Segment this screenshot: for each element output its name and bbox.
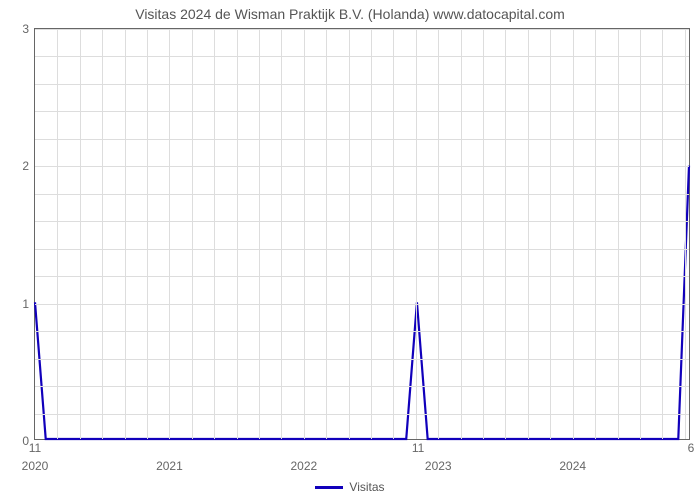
grid-line-v-minor bbox=[618, 29, 619, 439]
grid-line-v-minor bbox=[416, 29, 417, 439]
plot-area: 01232020202120222023202411116 bbox=[34, 28, 690, 440]
grid-line-v-minor bbox=[102, 29, 103, 439]
legend-label: Visitas bbox=[349, 480, 384, 494]
line-series bbox=[35, 29, 689, 439]
x-extra-label: 11 bbox=[29, 439, 41, 455]
grid-line-v bbox=[169, 29, 170, 439]
grid-line-v-minor bbox=[483, 29, 484, 439]
grid-line-v-minor bbox=[349, 29, 350, 439]
grid-line-v-minor bbox=[505, 29, 506, 439]
grid-line-h-minor bbox=[35, 249, 689, 250]
grid-line-h bbox=[35, 304, 689, 305]
grid-line-h-minor bbox=[35, 331, 689, 332]
grid-line-h-minor bbox=[35, 386, 689, 387]
grid-line-v bbox=[304, 29, 305, 439]
chart-title: Visitas 2024 de Wisman Praktijk B.V. (Ho… bbox=[0, 6, 700, 22]
grid-line-v-minor bbox=[371, 29, 372, 439]
grid-line-v bbox=[438, 29, 439, 439]
grid-line-v-minor bbox=[125, 29, 126, 439]
grid-line-h-minor bbox=[35, 84, 689, 85]
legend-swatch bbox=[315, 486, 343, 489]
grid-line-v-minor bbox=[214, 29, 215, 439]
x-tick-label: 2024 bbox=[559, 455, 586, 473]
y-tick-label: 1 bbox=[22, 297, 35, 311]
grid-line-v-minor bbox=[326, 29, 327, 439]
grid-line-h-minor bbox=[35, 111, 689, 112]
grid-line-v-minor bbox=[685, 29, 686, 439]
grid-line-v-minor bbox=[80, 29, 81, 439]
grid-line-v-minor bbox=[57, 29, 58, 439]
legend: Visitas bbox=[0, 480, 700, 494]
grid-line-h bbox=[35, 166, 689, 167]
x-tick-label: 2020 bbox=[22, 455, 49, 473]
x-tick-label: 2022 bbox=[290, 455, 317, 473]
grid-line-v bbox=[573, 29, 574, 439]
grid-line-h-minor bbox=[35, 414, 689, 415]
grid-line-v-minor bbox=[528, 29, 529, 439]
grid-line-v-minor bbox=[550, 29, 551, 439]
x-extra-label: 6 bbox=[688, 439, 695, 455]
grid-line-h-minor bbox=[35, 56, 689, 57]
grid-line-h bbox=[35, 29, 689, 30]
grid-line-v-minor bbox=[237, 29, 238, 439]
grid-line-v-minor bbox=[640, 29, 641, 439]
grid-line-v-minor bbox=[461, 29, 462, 439]
chart-container: Visitas 2024 de Wisman Praktijk B.V. (Ho… bbox=[0, 0, 700, 500]
y-tick-label: 2 bbox=[22, 159, 35, 173]
grid-line-v-minor bbox=[192, 29, 193, 439]
y-tick-label: 3 bbox=[22, 22, 35, 36]
series-line bbox=[35, 166, 689, 439]
grid-line-v-minor bbox=[147, 29, 148, 439]
grid-line-v-minor bbox=[281, 29, 282, 439]
grid-line-h-minor bbox=[35, 359, 689, 360]
grid-line-h-minor bbox=[35, 276, 689, 277]
grid-line-h-minor bbox=[35, 194, 689, 195]
grid-line-h-minor bbox=[35, 221, 689, 222]
x-tick-label: 2021 bbox=[156, 455, 183, 473]
grid-line-v-minor bbox=[393, 29, 394, 439]
x-extra-label: 11 bbox=[412, 439, 424, 455]
grid-line-v-minor bbox=[595, 29, 596, 439]
grid-line-v-minor bbox=[259, 29, 260, 439]
grid-line-v-minor bbox=[662, 29, 663, 439]
grid-line-h-minor bbox=[35, 139, 689, 140]
x-tick-label: 2023 bbox=[425, 455, 452, 473]
